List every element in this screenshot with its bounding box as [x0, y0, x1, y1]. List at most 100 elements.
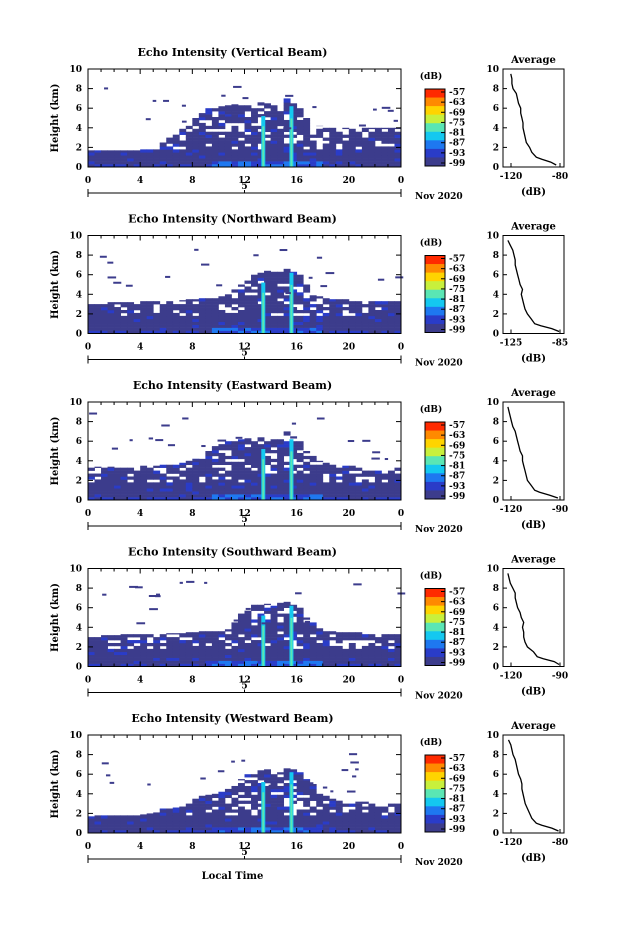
echo-cell: [159, 473, 167, 477]
echo-cell: [192, 812, 200, 816]
x-tick-label: 4: [137, 509, 143, 519]
echo-cell: [146, 318, 154, 323]
echo-cell: [257, 497, 265, 501]
echo-cell: [218, 458, 226, 463]
echo-cell: [244, 137, 252, 141]
echo-cell: [140, 312, 148, 317]
echo-cell: [231, 455, 239, 460]
echo-cell: [290, 479, 298, 483]
echo-cell: [192, 640, 200, 644]
echo-cell: [153, 657, 161, 661]
echo-cell: [264, 125, 271, 130]
echo-cell: [224, 161, 232, 165]
echo-cell: [114, 651, 121, 656]
echo-cell: [231, 631, 239, 635]
colorbar-band: [425, 131, 445, 141]
echo-cell: [251, 143, 258, 147]
echo-cell: [290, 482, 298, 486]
echo-cell: [101, 152, 108, 156]
echo-cell: [185, 137, 193, 141]
echo-cell: [198, 806, 206, 810]
echo-cell: [303, 473, 311, 477]
echo-cell: [283, 473, 291, 477]
echo-cell: [355, 158, 363, 162]
echo-cell: [329, 299, 337, 302]
echo-cell: [270, 327, 278, 331]
echo-cell: [159, 149, 167, 153]
echo-cell: [166, 315, 174, 320]
echo-cell: [277, 324, 285, 328]
echo-cell: [290, 161, 298, 165]
echo-cell: [244, 461, 252, 466]
echo-cell: [296, 812, 304, 816]
echo-cell: [101, 158, 108, 162]
echo-cell: [218, 634, 226, 638]
echo-cell: [348, 651, 356, 656]
echo-cell: [264, 648, 271, 653]
date-label: Nov 2020: [415, 525, 463, 535]
echo-cell: [205, 824, 213, 828]
echo-cell: [218, 818, 226, 822]
echo-cell: [270, 318, 278, 323]
echo-cell: [303, 482, 311, 486]
echo-cell: [290, 637, 298, 641]
echo-cell: [264, 321, 271, 325]
echo-cell: [140, 479, 148, 483]
echo-speck: [241, 759, 246, 762]
echo-cell: [251, 785, 258, 790]
echo-cell: [205, 660, 213, 664]
echo-cell: [192, 827, 200, 831]
echo-cell: [394, 815, 402, 819]
echo-cell: [146, 642, 154, 647]
echo-cell: [231, 660, 239, 664]
echo-cell: [309, 312, 317, 317]
echo-cell: [335, 161, 343, 165]
echo-cell: [329, 318, 337, 323]
y-tick-label: 10: [69, 65, 82, 75]
colorbar-band: [425, 797, 445, 807]
echo-cell: [264, 315, 271, 320]
echo-cell: [322, 324, 330, 328]
echo-cell: [309, 143, 317, 147]
echo-cell: [361, 321, 369, 325]
echo-cell: [394, 634, 402, 638]
echo-cell: [231, 114, 239, 118]
average-y-tick-label: 2: [493, 476, 499, 486]
echo-cell: [270, 607, 278, 611]
echo-cell: [264, 312, 271, 317]
echo-cell: [316, 654, 324, 658]
echo-cell: [101, 161, 108, 165]
echo-cell: [257, 815, 265, 819]
echo-cell: [218, 631, 226, 635]
echo-cell: [244, 616, 252, 620]
echo-cell: [387, 312, 395, 317]
echo-cell: [316, 307, 324, 311]
echo-cell: [146, 660, 154, 664]
echo-cell: [309, 794, 317, 799]
average-frame: [502, 734, 565, 834]
echo-cell: [179, 818, 187, 822]
echo-cell: [368, 830, 376, 834]
echo-speck: [102, 593, 107, 596]
echo-cell: [342, 318, 350, 323]
echo-cell: [224, 330, 232, 334]
echo-cell: [218, 476, 226, 480]
echo-cell: [251, 488, 258, 492]
echo-cell: [270, 309, 278, 314]
echo-cell: [205, 794, 213, 799]
echo-cell: [146, 830, 154, 834]
echo-cell: [290, 450, 298, 454]
echo-cell: [251, 491, 258, 495]
echo-cell: [283, 108, 291, 112]
echo-cell: [166, 663, 174, 667]
echo-cell: [277, 821, 285, 825]
echo-cell: [231, 491, 239, 495]
echo-cell: [322, 146, 330, 150]
echo-cell: [114, 494, 121, 498]
colorbar-band: [425, 772, 445, 782]
echo-cell: [107, 651, 115, 656]
echo-cell: [231, 111, 239, 115]
echo-cell: [257, 628, 265, 632]
echo-cell: [277, 464, 285, 468]
echo-cell: [374, 657, 382, 661]
